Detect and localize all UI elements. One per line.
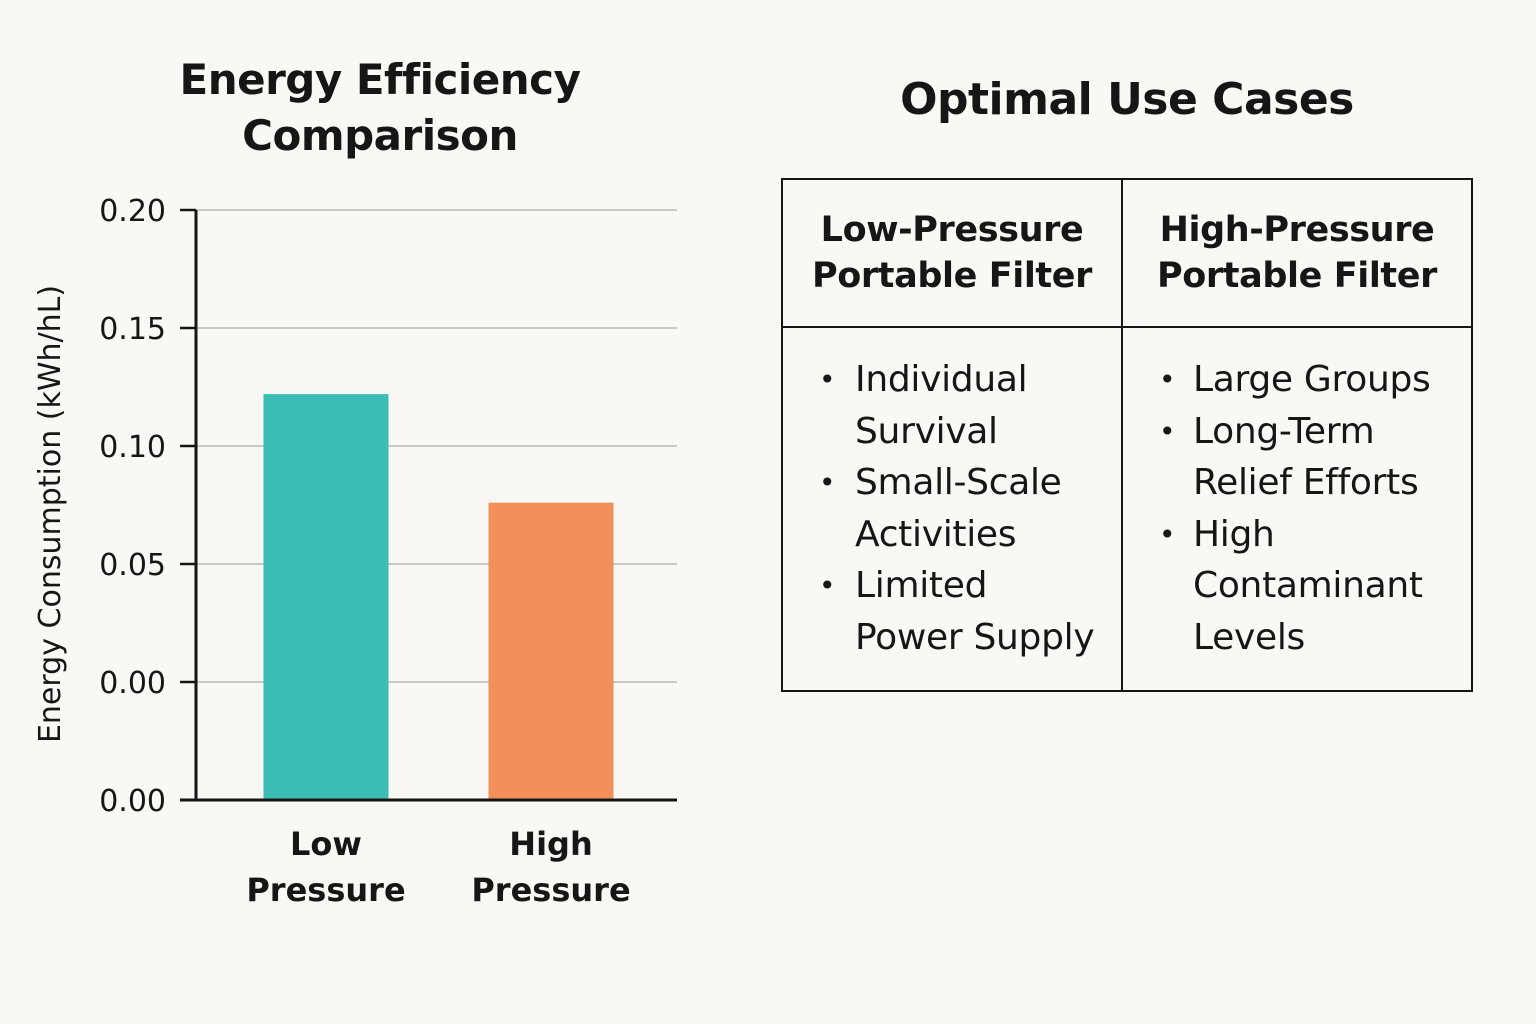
item-line: Small-Scale: [855, 462, 1062, 503]
item-line: Survival: [855, 410, 998, 452]
x-ticks: Low Pressure High Pressure: [246, 825, 630, 909]
x-tick-label: Low: [290, 825, 362, 863]
y-axis-label: Energy Consumption (kWh/hL): [33, 285, 68, 743]
y-tick-label: 0.15: [99, 312, 166, 347]
x-tick-label: High: [509, 825, 592, 863]
item-line: Large Groups: [1193, 359, 1431, 400]
y-tick-label: 0.10: [99, 430, 166, 465]
table-title: Optimal Use Cases: [900, 74, 1354, 125]
y-tick-label: 0.00: [99, 784, 166, 819]
x-tick-label: Pressure: [471, 871, 630, 909]
table-header-row: Low-Pressure Portable Filter High-Pressu…: [781, 178, 1473, 328]
bullet-icon: •: [1159, 363, 1176, 396]
header-high-pressure: High-Pressure Portable Filter: [1121, 178, 1473, 328]
bullet-icon: •: [1159, 414, 1176, 448]
item-line: Long-Term: [1193, 410, 1375, 452]
list-item: • Limited Power Supply: [783, 560, 1121, 663]
chart-title: Energy Efficiency Comparison: [150, 52, 610, 164]
header-low-pressure: Low-Pressure Portable Filter: [781, 178, 1123, 328]
cell-low-pressure-uses: • Individual Survival • Small-Scale Activiti…: [781, 326, 1123, 692]
bar: [488, 502, 614, 800]
item-line: High: [1193, 513, 1275, 555]
list-item: • Large Groups: [1123, 354, 1471, 406]
bar-chart: 0.20 0.15 0.10 0.05 0.00 0.00 Low Pressure High…: [33, 194, 677, 909]
header-line: Portable Filter: [812, 256, 1092, 296]
header-line: Low-Pressure: [820, 210, 1084, 250]
y-ticks: 0.20 0.15 0.10 0.05 0.00 0.00: [99, 194, 196, 819]
use-cases-table: Low-Pressure Portable Filter High-Pressu…: [781, 178, 1473, 692]
item-line: Relief Efforts: [1193, 462, 1419, 503]
item-line: Contaminant: [1193, 565, 1423, 606]
item-line: Individual: [855, 359, 1028, 400]
header-line: High-Pressure: [1159, 210, 1435, 250]
bullet-icon: •: [819, 569, 836, 602]
list-item: • Small-Scale Activities: [783, 457, 1121, 560]
bullet-icon: •: [1159, 517, 1176, 551]
y-tick-label: 0.05: [99, 548, 166, 583]
item-line: Activities: [855, 513, 1017, 555]
axes: [180, 210, 677, 802]
list-item: • Individual Survival: [783, 354, 1121, 457]
bar: [263, 394, 389, 800]
item-line: Power Supply: [855, 616, 1095, 658]
bullet-icon: •: [819, 466, 836, 499]
item-line: Limited: [855, 565, 988, 606]
chart-title-line: Comparison: [242, 111, 518, 160]
y-tick-label: 0.20: [99, 194, 166, 229]
item-line: Levels: [1193, 616, 1305, 658]
bars: [263, 394, 614, 800]
table-body-row: • Individual Survival • Small-Scale Activiti…: [781, 326, 1473, 692]
cell-high-pressure-uses: • Large Groups • Long-Term Relief Efforts •…: [1121, 326, 1473, 692]
x-tick-label: Pressure: [246, 871, 405, 909]
header-line: Portable Filter: [1157, 256, 1437, 296]
chart-title-line: Energy Efficiency: [179, 55, 581, 104]
bullet-icon: •: [819, 363, 836, 396]
list-item: • Long-Term Relief Efforts: [1123, 406, 1471, 509]
use-list: • Large Groups • Long-Term Relief Efforts •…: [1123, 328, 1471, 663]
list-item: • High Contaminant Levels: [1123, 509, 1471, 664]
y-tick-label: 0.00: [99, 666, 166, 701]
use-list: • Individual Survival • Small-Scale Activiti…: [783, 328, 1121, 663]
